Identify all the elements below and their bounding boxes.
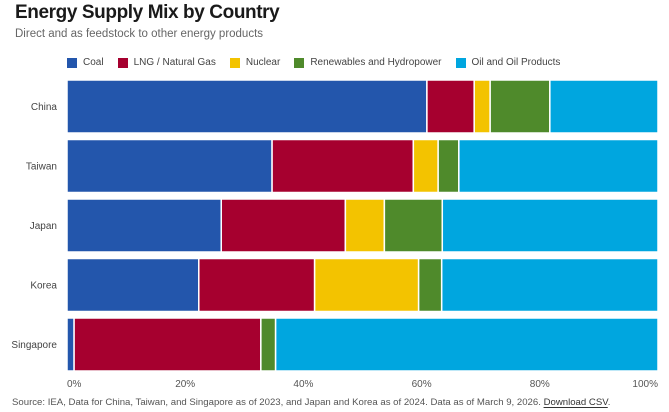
legend-swatch [117,57,128,68]
bar-taiwan-oil-and-oil-products[interactable] [458,138,659,194]
x-tick-label: 20% [175,379,195,390]
legend-label: Renewables and Hydropower [310,57,442,68]
y-label-korea: Korea [30,281,57,292]
bar-taiwan-lng-natural-gas[interactable] [271,138,415,194]
bar-taiwan-renewables-and-hydropower[interactable] [437,138,460,194]
legend-swatch [294,57,305,68]
bar-singapore-renewables-and-hydropower[interactable] [260,317,277,372]
legend-label: Nuclear [245,57,281,68]
bar-japan-nuclear[interactable] [344,198,386,253]
bar-taiwan-coal[interactable] [66,138,273,194]
y-label-taiwan: Taiwan [26,162,57,173]
legend-item-coal[interactable]: Coal [67,57,104,68]
legend-swatch [229,57,240,68]
legend-swatch [67,57,77,68]
x-tick-label: 80% [530,379,550,390]
y-label-japan: Japan [30,221,57,232]
x-tick-label: 60% [412,379,432,390]
chart-title: Energy Supply Mix by Country [15,2,280,23]
bar-korea-renewables-and-hydropower[interactable] [417,257,443,313]
bar-korea-nuclear[interactable] [313,257,420,313]
chart-subtitle: Direct and as feedstock to other energy … [15,28,264,40]
download-csv-link[interactable]: Download CSV [543,397,608,408]
x-tick-label: 0% [67,379,82,390]
y-axis-labels: China Taiwan Japan Korea Singapore [11,102,57,351]
bar-china-nuclear[interactable] [473,79,491,134]
legend-item-lng-natural-gas[interactable]: LNG / Natural Gas [117,57,216,68]
source-note: Source: IEA, Data for China, Taiwan, and… [12,397,610,408]
bar-singapore-oil-and-oil-products[interactable] [274,317,659,372]
legend-item-oil-and-oil-products[interactable]: Oil and Oil Products [455,57,561,68]
bars-group [66,79,659,372]
bar-china-lng-natural-gas[interactable] [426,79,475,134]
bar-korea-lng-natural-gas[interactable] [198,257,316,313]
legend-item-nuclear[interactable]: Nuclear [229,57,281,68]
legend-label: Oil and Oil Products [471,57,561,68]
legend-label: LNG / Natural Gas [133,57,216,68]
y-label-china: China [31,102,58,113]
bar-japan-coal[interactable] [66,198,223,253]
bar-korea-coal[interactable] [66,257,200,313]
y-label-singapore: Singapore [11,340,57,351]
bar-singapore-coal[interactable] [66,317,75,372]
bar-singapore-lng-natural-gas[interactable] [73,317,262,372]
legend-item-renewables-and-hydropower[interactable]: Renewables and Hydropower [294,57,442,68]
bar-china-coal[interactable] [66,79,428,134]
x-axis-ticks: 0% 20% 40% 60% 80% 100% [67,379,658,390]
x-tick-label: 40% [293,379,313,390]
bar-japan-renewables-and-hydropower[interactable] [383,198,444,253]
bar-china-oil-and-oil-products[interactable] [549,79,659,134]
legend-swatch [455,57,466,68]
bar-japan-lng-natural-gas[interactable] [220,198,347,253]
legend: Coal LNG / Natural Gas Nuclear Renewables a… [67,57,574,68]
legend-label: Coal [83,57,104,68]
bar-china-renewables-and-hydropower[interactable] [489,79,551,134]
period: . [607,397,611,408]
bar-japan-oil-and-oil-products[interactable] [441,198,659,253]
bar-taiwan-nuclear[interactable] [412,138,439,194]
bar-korea-oil-and-oil-products[interactable] [440,257,659,313]
source-text: Source: IEA, Data for China, Taiwan, and… [12,397,541,408]
x-tick-label: 100% [632,379,658,390]
